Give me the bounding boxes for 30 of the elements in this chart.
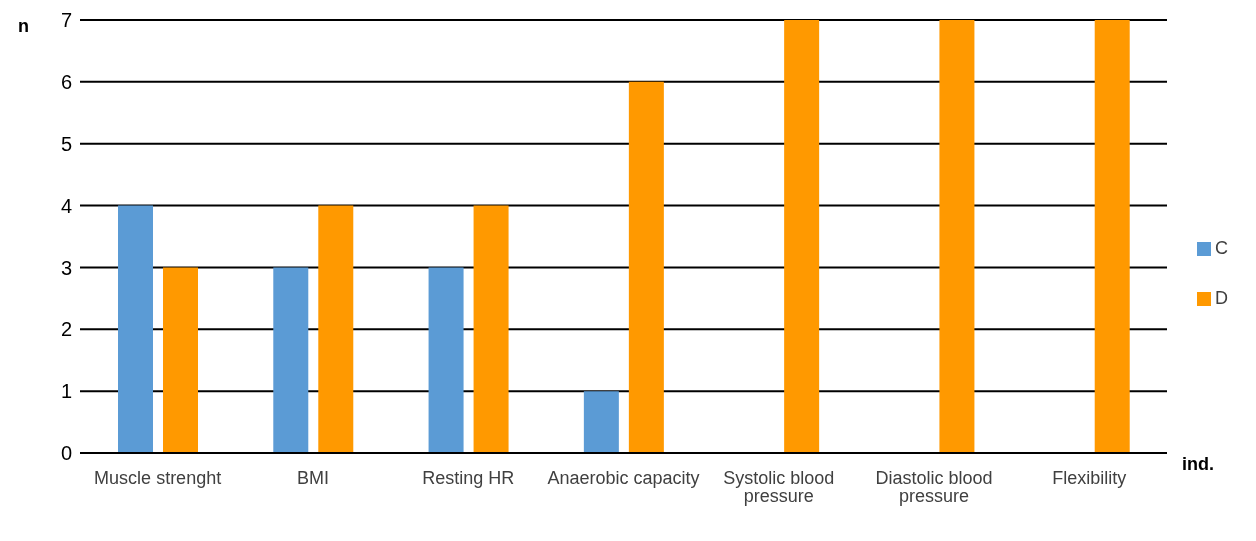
y-tick-label: 6 bbox=[60, 70, 72, 93]
y-axis-title: n bbox=[18, 16, 29, 36]
y-tick-label: 1 bbox=[60, 380, 72, 403]
x-tick-label: Diastolic blood pressure bbox=[875, 467, 993, 506]
y-tick-label: 5 bbox=[60, 132, 72, 155]
x-tick-label: Muscle strenght bbox=[94, 467, 222, 488]
legend-label: D bbox=[1215, 288, 1228, 308]
bar bbox=[318, 205, 354, 453]
bar bbox=[628, 81, 664, 453]
y-tick-label: 2 bbox=[60, 318, 72, 341]
bar bbox=[1094, 20, 1130, 453]
bar bbox=[784, 20, 820, 453]
bar bbox=[163, 267, 198, 453]
bar bbox=[473, 205, 509, 453]
x-tick-label: Flexibility bbox=[1052, 467, 1127, 488]
bar bbox=[428, 267, 464, 453]
x-tick-label: Resting HR bbox=[422, 467, 515, 488]
bar bbox=[118, 205, 153, 453]
y-tick-label: 7 bbox=[60, 9, 72, 32]
x-tick-label: BMI bbox=[296, 467, 329, 488]
x-tick-label: Anaerobic capacity bbox=[547, 467, 700, 488]
bar bbox=[583, 391, 619, 453]
y-tick-label: 0 bbox=[60, 442, 72, 465]
bar bbox=[939, 20, 975, 453]
bar bbox=[273, 267, 309, 453]
x-tick-label: Systolic blood pressure bbox=[723, 467, 835, 506]
y-tick-label: 4 bbox=[60, 194, 72, 217]
legend-label: C bbox=[1215, 238, 1228, 258]
x-axis-title: ind. bbox=[1182, 454, 1214, 474]
y-tick-label: 3 bbox=[60, 256, 72, 279]
